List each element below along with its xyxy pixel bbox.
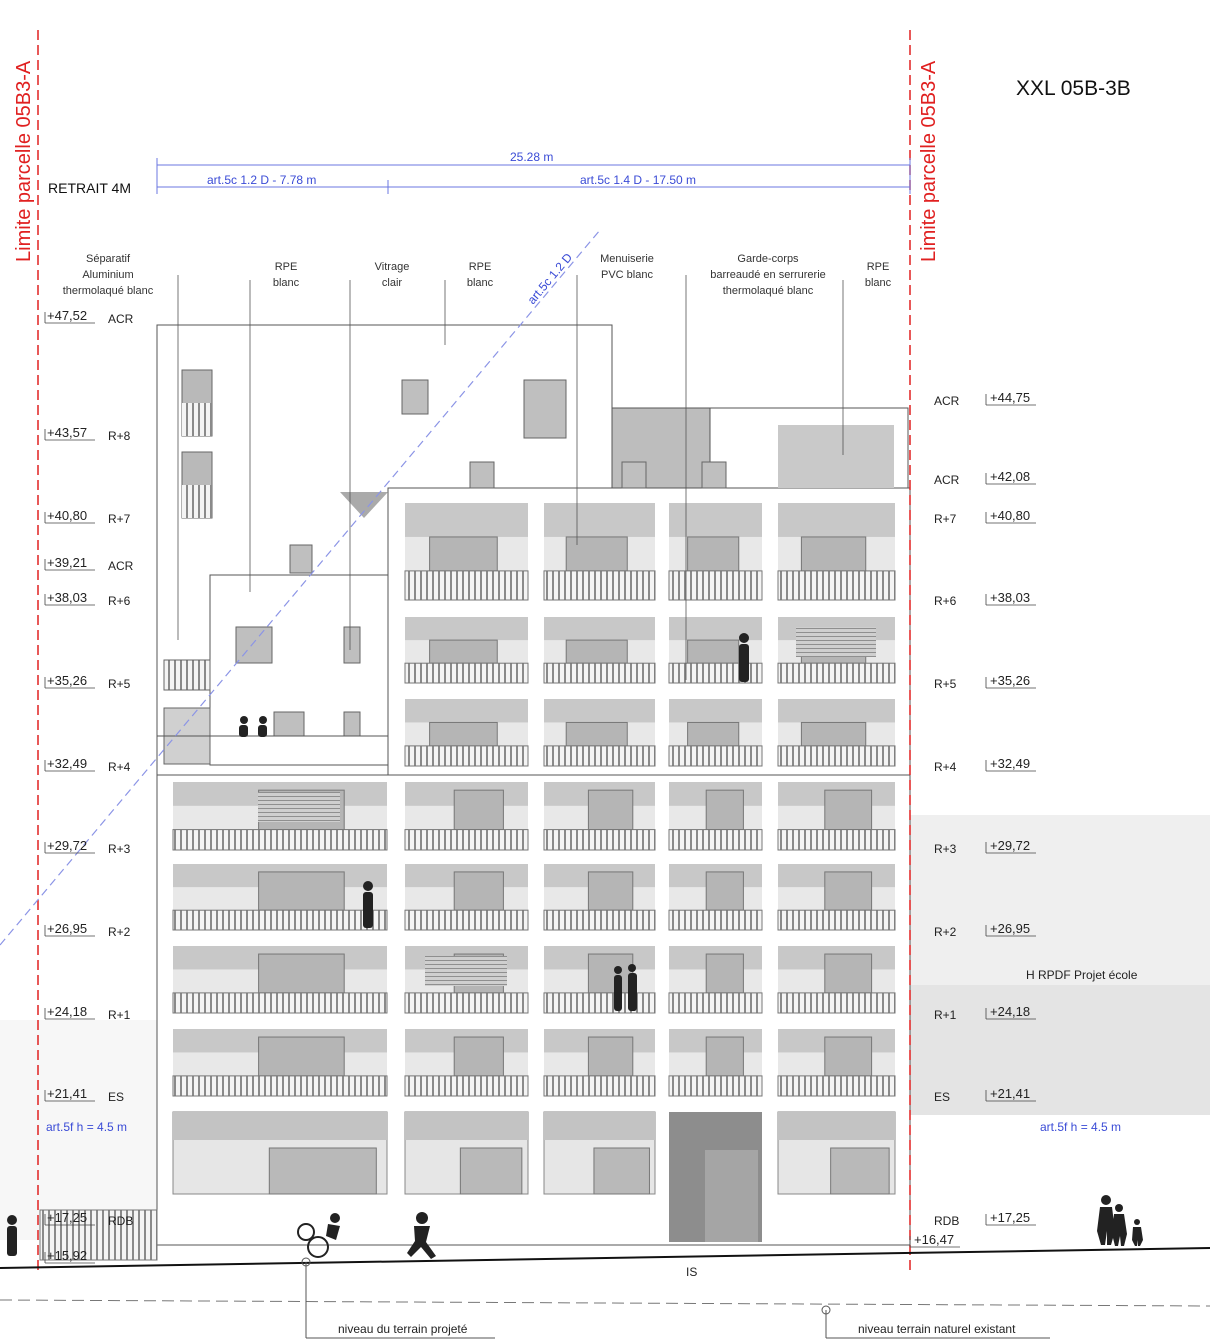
level-left-value: +47,52: [47, 308, 87, 323]
level-right-name: ES: [934, 1090, 950, 1104]
material-callout-3: Vitrage clair: [375, 261, 410, 289]
material-callout-1: Séparatif Aluminium thermolaqué blanc: [63, 253, 154, 297]
ground-line-projected: [0, 1248, 1210, 1268]
level-left-name: R+1: [108, 1008, 131, 1022]
level-left-name: ES: [108, 1090, 124, 1104]
level-left-value: +39,21: [47, 555, 87, 570]
level-left-name: R+4: [108, 760, 131, 774]
ground-natural-label: niveau terrain naturel existant: [858, 1322, 1016, 1336]
level-left-name: R+3: [108, 842, 131, 856]
dimension-total: 25.28 m: [510, 150, 553, 164]
level-right-value: +21,41: [990, 1086, 1030, 1101]
dimension-h-right: art.5f h = 4.5 m: [1040, 1120, 1121, 1134]
level-left-value: +35,26: [47, 673, 87, 688]
is-label: IS: [686, 1265, 697, 1279]
level-right-name: R+4: [934, 760, 957, 774]
level-right-value: +42,08: [990, 469, 1030, 484]
level-right-value: +16,47: [914, 1232, 954, 1247]
level-right-name: R+5: [934, 677, 957, 691]
level-right-value: +40,80: [990, 508, 1030, 523]
school-label: H RPDF Projet école: [1026, 968, 1138, 982]
level-right-name: R+3: [934, 842, 957, 856]
level-left-name: R+8: [108, 429, 131, 443]
level-left-name: R+5: [108, 677, 131, 691]
level-left-name: ACR: [108, 559, 134, 573]
ground-line-natural: [0, 1300, 1210, 1306]
material-callout-5: Menuiserie PVC blanc: [600, 253, 654, 281]
ground-projected-label: niveau du terrain projeté: [338, 1322, 468, 1336]
level-right-name: R+7: [934, 512, 957, 526]
material-callout-7: RPE blanc: [865, 261, 892, 289]
level-left-value: +38,03: [47, 590, 87, 605]
level-left-value: +21,41: [47, 1086, 87, 1101]
level-right-name: R+2: [934, 925, 957, 939]
level-right-name: ACR: [934, 394, 960, 408]
level-left-value: +40,80: [47, 508, 87, 523]
parcel-limit-label-right: Limite parcelle 05B3-A: [918, 60, 940, 262]
level-left-name: R+2: [108, 925, 131, 939]
level-right-value: +38,03: [990, 590, 1030, 605]
level-right-value: +32,49: [990, 756, 1030, 771]
level-right-name: R+6: [934, 594, 957, 608]
level-right-value: +17,25: [990, 1210, 1030, 1225]
level-left-value: +43,57: [47, 425, 87, 440]
level-left-value: +24,18: [47, 1004, 87, 1019]
level-left-name: R+7: [108, 512, 131, 526]
material-callout-4: RPE blanc: [467, 261, 494, 289]
level-left-value: +29,72: [47, 838, 87, 853]
level-right-value: +24,18: [990, 1004, 1030, 1019]
building-facade: [40, 325, 910, 1260]
level-left-name: ACR: [108, 312, 134, 326]
level-right-name: ACR: [934, 473, 960, 487]
level-right-value: +26,95: [990, 921, 1030, 936]
level-right-name: R+1: [934, 1008, 957, 1022]
level-left-value: +15,92: [47, 1248, 87, 1263]
school-neighbor-lower: [910, 985, 1210, 1115]
material-callout-2: RPE blanc: [273, 261, 300, 289]
level-right-value: +44,75: [990, 390, 1030, 405]
retrait-label: RETRAIT 4M: [48, 180, 131, 196]
level-right-value: +35,26: [990, 673, 1030, 688]
level-left-name: RDB: [108, 1214, 133, 1228]
parcel-limit-label-left: Limite parcelle 05B3-A: [13, 60, 35, 262]
material-callout-6: Garde-corps barreaudé en serrurerie thermo…: [710, 253, 826, 297]
drawing-title: XXL 05B-3B: [1016, 77, 1131, 100]
level-left-name: R+6: [108, 594, 131, 608]
level-left-value: +17,25: [47, 1210, 87, 1225]
dimension-right: art.5c 1.4 D - 17.50 m: [580, 173, 696, 187]
dimension-diagonal: art.5c 1.2 D: [525, 250, 576, 307]
dimension-left: art.5c 1.2 D - 7.78 m: [207, 173, 316, 187]
level-right-name: RDB: [934, 1214, 959, 1228]
level-right-value: +29,72: [990, 838, 1030, 853]
dimension-h-left: art.5f h = 4.5 m: [46, 1120, 127, 1134]
level-left-value: +26,95: [47, 921, 87, 936]
level-left-value: +32,49: [47, 756, 87, 771]
